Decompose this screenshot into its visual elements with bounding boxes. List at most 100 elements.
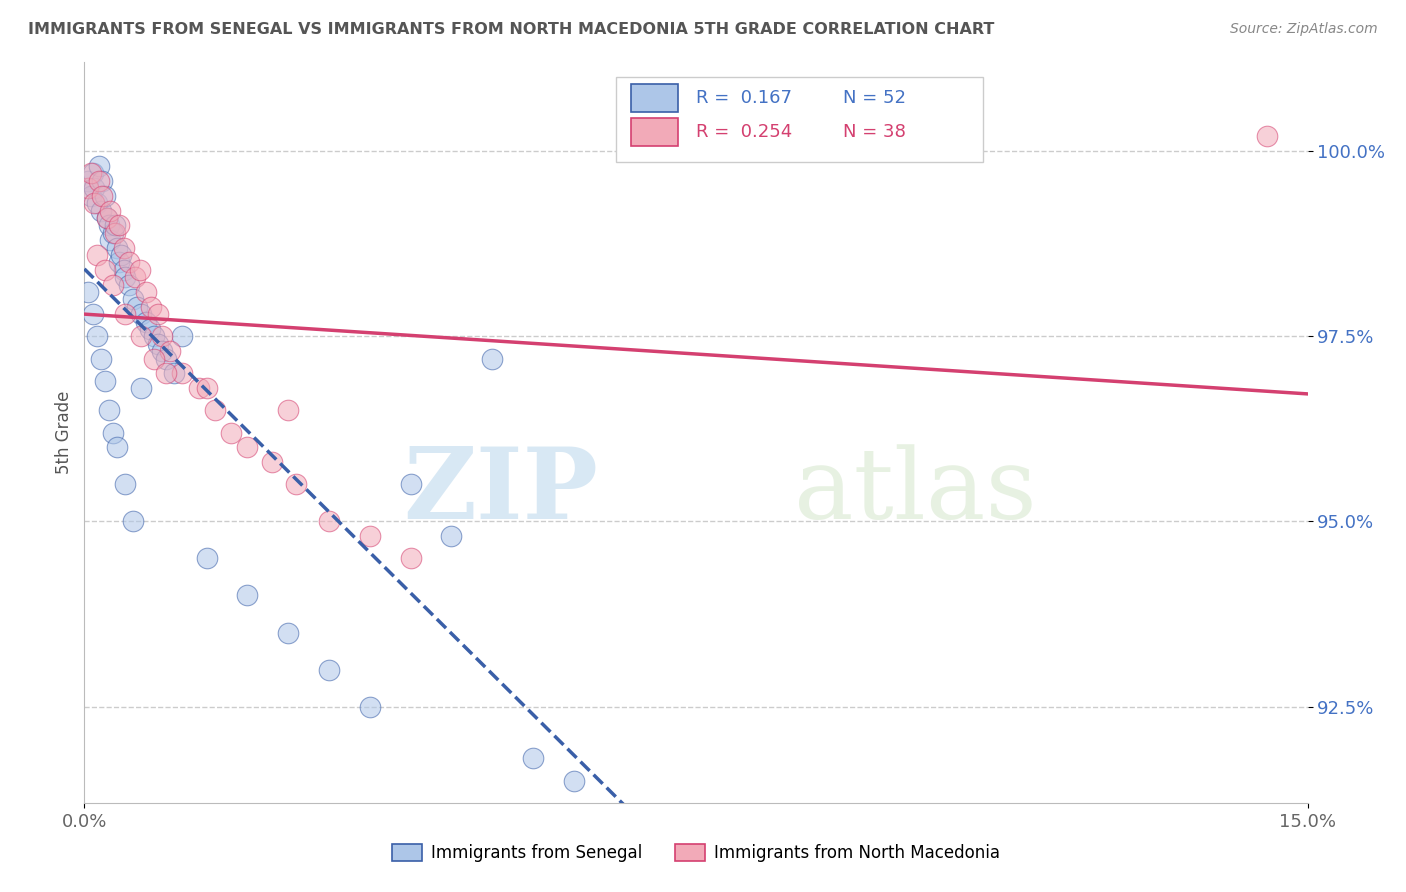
Text: R =  0.167: R = 0.167 (696, 89, 792, 107)
Point (107, 255, 129, 269)
Point (150, 329, 173, 343)
Point (93, 262, 115, 277)
Point (107, 219, 129, 233)
Point (124, 270, 146, 285)
Point (150, 344, 173, 359)
Point (104, 219, 127, 233)
Text: ZIP: ZIP (404, 443, 598, 541)
Point (114, 307, 136, 321)
Point (159, 344, 181, 359)
Point (318, 515, 340, 529)
Point (105, 241, 128, 255)
FancyBboxPatch shape (631, 118, 678, 146)
Point (110, 248, 132, 262)
Point (96, 211, 118, 225)
Point (236, 441, 259, 455)
Point (187, 381, 209, 395)
Point (562, 773, 585, 788)
Point (236, 589, 259, 603)
FancyBboxPatch shape (616, 78, 983, 162)
Point (131, 307, 153, 321)
Point (93, 374, 115, 388)
Point (83, 196, 105, 211)
Point (112, 241, 135, 255)
Point (82, 167, 104, 181)
Point (80, 188, 103, 202)
Point (83, 181, 105, 195)
Point (122, 293, 145, 307)
Point (93, 188, 115, 202)
Point (277, 403, 299, 417)
Text: R =  0.254: R = 0.254 (696, 123, 792, 141)
Point (318, 663, 340, 677)
Text: atlas: atlas (794, 444, 1036, 540)
Point (260, 455, 283, 469)
Point (87, 174, 110, 188)
Point (204, 403, 226, 417)
Point (155, 367, 177, 381)
Point (86, 248, 108, 262)
Y-axis label: 5th Grade: 5th Grade (55, 391, 73, 475)
Point (277, 625, 299, 640)
Legend: Immigrants from Senegal, Immigrants from North Macedonia: Immigrants from Senegal, Immigrants from… (385, 837, 1007, 869)
Point (135, 285, 157, 299)
Point (172, 367, 194, 381)
Text: IMMIGRANTS FROM SENEGAL VS IMMIGRANTS FROM NORTH MACEDONIA 5TH GRADE CORRELATION: IMMIGRANTS FROM SENEGAL VS IMMIGRANTS FR… (28, 22, 994, 37)
Point (97, 219, 120, 233)
Point (142, 329, 165, 343)
Point (131, 381, 153, 395)
Point (91, 188, 114, 202)
Point (96, 211, 118, 225)
Point (77, 174, 100, 188)
Point (141, 300, 163, 314)
Point (1256, 129, 1278, 144)
Point (138, 322, 160, 336)
Point (86, 196, 108, 211)
Point (100, 233, 122, 247)
Point (163, 367, 186, 381)
Point (359, 529, 381, 543)
Text: N = 52: N = 52 (842, 89, 905, 107)
Point (91, 174, 114, 188)
Text: N = 38: N = 38 (842, 123, 905, 141)
Point (105, 441, 128, 455)
Point (131, 329, 153, 343)
Point (155, 351, 177, 366)
Point (127, 300, 149, 314)
Point (195, 381, 218, 395)
Point (101, 226, 124, 240)
Point (90, 203, 112, 218)
Point (80, 167, 103, 181)
Point (142, 351, 165, 366)
FancyBboxPatch shape (631, 84, 678, 112)
Point (359, 699, 381, 714)
Point (118, 255, 141, 269)
Point (104, 226, 127, 240)
Point (285, 477, 308, 491)
Point (146, 307, 169, 321)
Point (440, 529, 463, 543)
Point (101, 277, 124, 292)
Point (97, 403, 120, 417)
Point (122, 515, 145, 529)
Point (522, 751, 544, 765)
Point (114, 477, 136, 491)
Point (481, 351, 503, 366)
Point (219, 425, 242, 440)
Point (112, 262, 135, 277)
Point (114, 270, 136, 285)
Point (195, 551, 218, 566)
Point (77, 285, 100, 299)
Point (146, 336, 169, 351)
Text: Source: ZipAtlas.com: Source: ZipAtlas.com (1230, 22, 1378, 37)
Point (77, 181, 100, 195)
Point (135, 315, 157, 329)
Point (86, 329, 108, 343)
Point (172, 329, 194, 343)
Point (399, 551, 422, 566)
Point (100, 203, 122, 218)
Point (101, 425, 124, 440)
Point (87, 159, 110, 173)
Point (90, 351, 112, 366)
Point (128, 262, 150, 277)
